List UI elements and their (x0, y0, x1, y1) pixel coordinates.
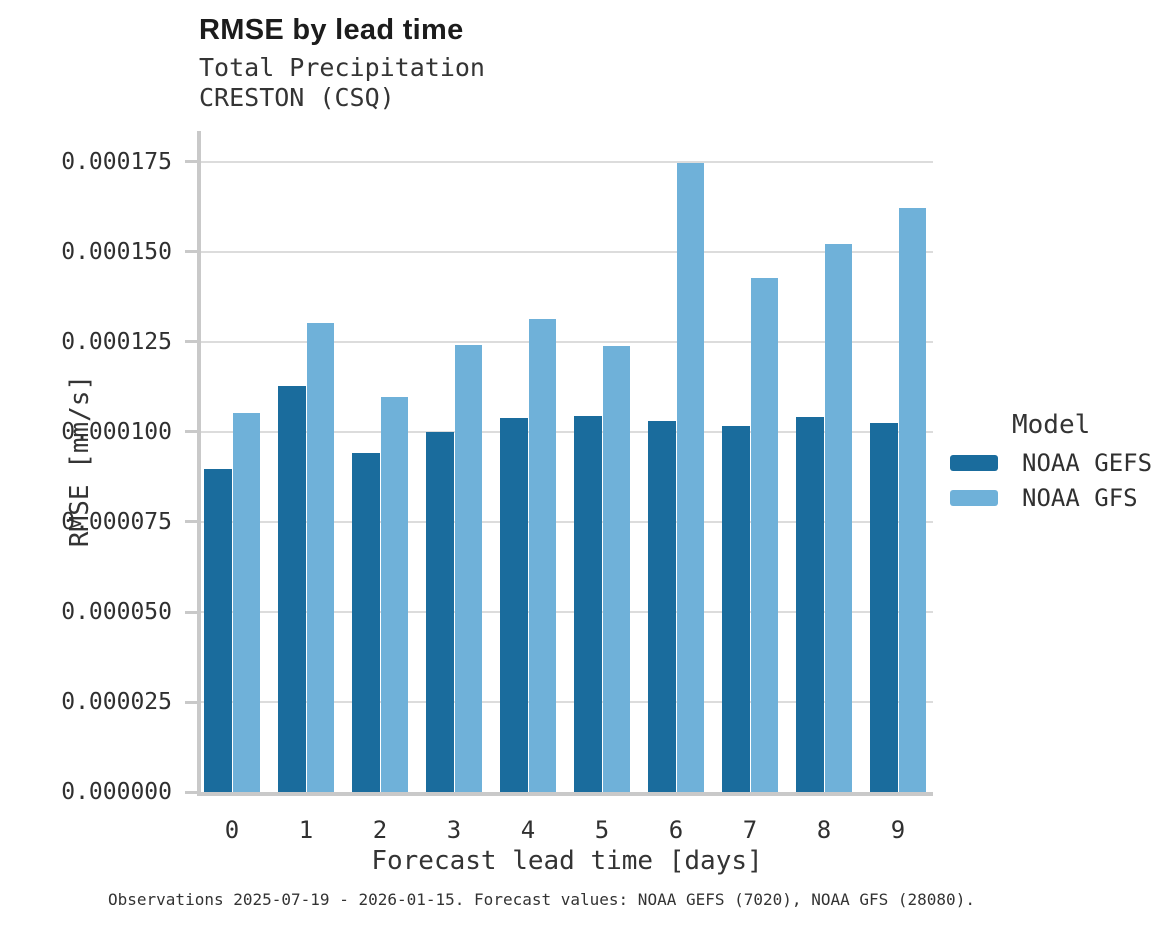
y-axis-labels: 0.000000 0.000025 0.000050 0.000075 0.000100… (0, 131, 180, 805)
chart-title: RMSE by lead time (199, 14, 464, 46)
bar-noaa-gfs-lead-1 (307, 322, 334, 792)
grid-line (201, 250, 933, 253)
y-tick-label: 0.000050 (61, 599, 172, 625)
bar-noaa-gfs-lead-8 (825, 244, 852, 792)
y-axis-tick (185, 160, 197, 164)
y-axis-tick (185, 520, 197, 524)
legend-swatch-noaa-gfs (950, 490, 998, 506)
x-tick-label: 2 (372, 816, 388, 844)
grid-line (201, 430, 933, 433)
y-axis-tick (185, 340, 197, 344)
x-tick-label: 5 (594, 816, 610, 844)
bar-noaa-gfs-lead-0 (233, 412, 260, 792)
y-axis-tick (185, 700, 197, 704)
legend-swatch-noaa-gefs (950, 455, 998, 471)
bar-noaa-gefs-lead-6 (648, 420, 676, 792)
bar-noaa-gefs-lead-4 (500, 417, 528, 792)
y-tick-label: 0.000125 (61, 328, 172, 355)
x-axis-labels: 0 1 2 3 4 5 6 7 8 9 (201, 816, 933, 846)
grid-line (201, 340, 933, 343)
bar-noaa-gfs-lead-2 (381, 397, 408, 792)
x-tick-label: 0 (224, 816, 240, 844)
y-tick-label: 0.000150 (61, 238, 172, 265)
x-tick-label: 8 (816, 816, 832, 844)
x-tick-label: 3 (446, 816, 462, 844)
y-axis-tick (185, 610, 197, 614)
caption: Observations 2025-07-19 - 2026-01-15. Fo… (108, 890, 975, 909)
y-tick-label: 0.000075 (61, 508, 172, 535)
bar-noaa-gfs-lead-7 (751, 277, 778, 792)
bar-noaa-gefs-lead-3 (426, 431, 454, 792)
title-block: RMSE by lead time Total Precipitation CR… (199, 14, 485, 113)
bar-noaa-gefs-lead-1 (278, 385, 306, 792)
y-axis-tick (185, 250, 197, 254)
x-tick-label: 1 (298, 816, 314, 844)
y-tick-label: 0.000100 (61, 418, 172, 445)
bar-noaa-gfs-lead-6 (677, 163, 704, 792)
bar-noaa-gfs-lead-3 (455, 344, 482, 792)
bar-noaa-gefs-lead-0 (204, 469, 232, 792)
x-tick-label: 4 (520, 816, 536, 844)
bar-noaa-gefs-lead-8 (796, 416, 824, 792)
y-tick-label: 0.000000 (61, 779, 172, 805)
grid-line (201, 701, 933, 703)
plot-area (185, 131, 933, 796)
y-axis-tick (185, 430, 197, 434)
bar-noaa-gefs-lead-9 (870, 422, 898, 792)
x-tick-label: 7 (742, 816, 758, 844)
bar-noaa-gfs-lead-5 (603, 345, 630, 792)
bar-noaa-gefs-lead-7 (722, 425, 750, 792)
y-axis-tick (185, 790, 197, 794)
bar-noaa-gefs-lead-2 (352, 452, 380, 792)
y-tick-label: 0.000025 (61, 689, 172, 715)
chart-subtitle-station: CRESTON (CSQ) (199, 83, 395, 112)
y-tick-label: 0.000175 (61, 148, 172, 175)
legend-title: Model (1012, 410, 1091, 440)
grid-line (201, 520, 933, 523)
x-tick-label: 6 (668, 816, 684, 844)
grid-line (201, 611, 933, 613)
legend-label-noaa-gfs: NOAA GFS (1022, 484, 1138, 512)
x-tick-label: 9 (890, 816, 906, 844)
legend-label-noaa-gefs: NOAA GEFS (1022, 449, 1153, 477)
bar-noaa-gfs-lead-9 (899, 208, 926, 792)
bar-noaa-gfs-lead-4 (529, 318, 556, 792)
x-axis-title: Forecast lead time [days] (371, 846, 763, 876)
bar-noaa-gefs-lead-5 (574, 416, 602, 792)
grid-line (201, 160, 933, 163)
chart-subtitle-variable: Total Precipitation (199, 53, 485, 82)
